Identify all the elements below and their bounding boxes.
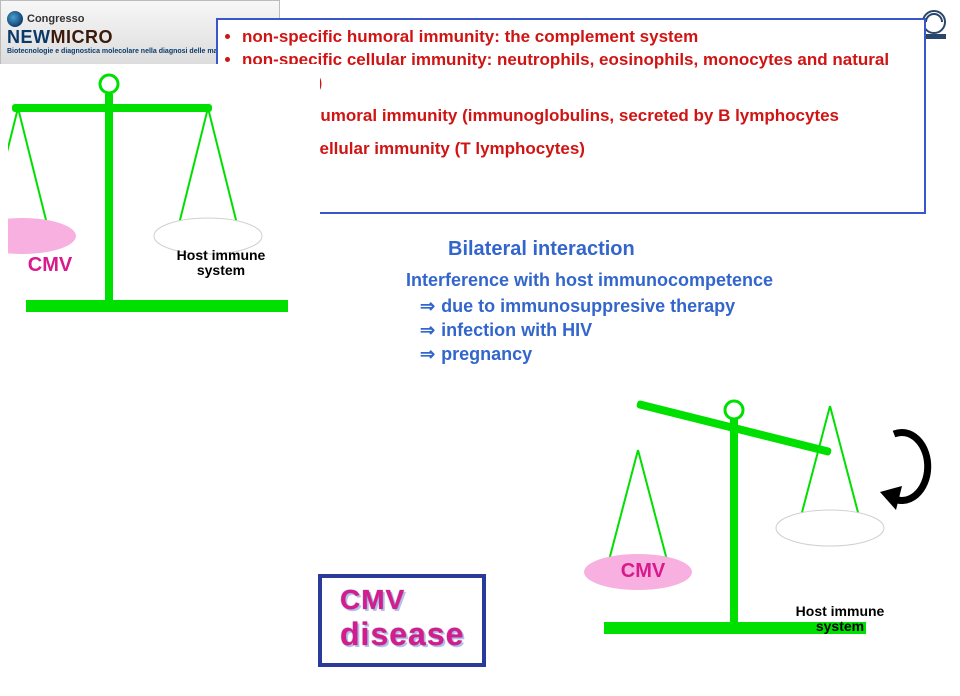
host-r-l2: system bbox=[816, 618, 864, 634]
balance-scale-left-final bbox=[8, 68, 318, 328]
swirl-icon bbox=[7, 11, 23, 27]
host-label-right: Host immune system bbox=[780, 604, 900, 635]
arrow-item-2: infection with HIV bbox=[420, 320, 592, 341]
disease-line1: CMV bbox=[340, 584, 464, 616]
bilateral-title: Bilateral interaction bbox=[448, 238, 635, 261]
immunity-item: specific cellular immunity (T lymphocyte… bbox=[242, 138, 914, 161]
host-l2: system bbox=[197, 262, 245, 278]
host-l1: Host immune bbox=[177, 247, 266, 263]
cmv-label-right: CMV bbox=[598, 560, 688, 583]
immunity-item: non-specific cellular immunity: neutroph… bbox=[242, 49, 914, 95]
brand-new: NEW bbox=[7, 27, 51, 47]
immunity-list: non-specific humoral immunity: the compl… bbox=[228, 26, 914, 95]
curved-arrow-icon bbox=[874, 426, 944, 516]
arrow-item-1: due to immunosuppresive therapy bbox=[420, 296, 735, 317]
banner-congresso: Congresso bbox=[27, 13, 84, 25]
cmv-label-left: CMV bbox=[0, 254, 100, 277]
brand-micro: MICRO bbox=[51, 27, 114, 47]
host-r-l1: Host immune bbox=[796, 603, 885, 619]
host-label-left: Host immune system bbox=[166, 248, 276, 279]
interference-line: Interference with host immunocompetence bbox=[406, 270, 773, 291]
arrow-item-3: pregnancy bbox=[420, 344, 532, 365]
immunity-item: specific humoral immunity (immunoglobuli… bbox=[242, 105, 914, 128]
immunity-item: non-specific humoral immunity: the compl… bbox=[242, 26, 914, 49]
disease-line2: disease bbox=[340, 616, 464, 653]
cmv-disease-box: CMV disease bbox=[318, 574, 486, 667]
